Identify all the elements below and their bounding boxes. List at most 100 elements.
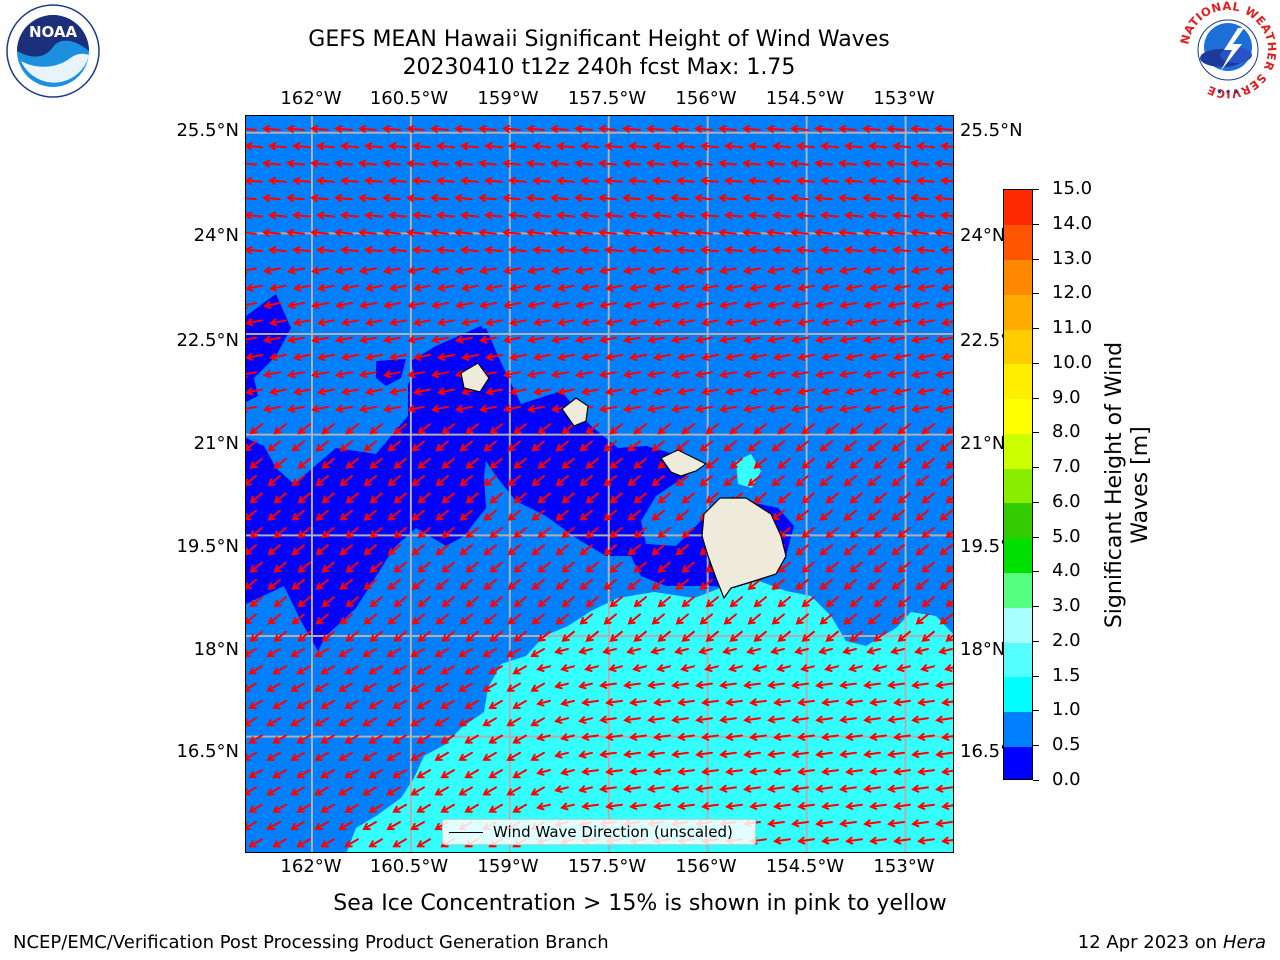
wind-arrow [362,717,377,727]
wind-arrow [844,211,863,220]
wind-arrow [479,335,497,344]
wind-arrow [719,681,737,689]
wind-arrow [584,664,599,672]
wind-arrow [388,246,407,255]
wind-arrow [677,283,695,292]
wind-arrow [386,821,401,831]
wind-arrow [767,370,785,379]
wind-arrow [777,561,791,573]
wind-arrow [675,544,689,556]
wind-arrow [393,630,407,642]
wind-arrow [527,335,545,344]
wind-arrow [537,457,551,469]
wind-arrow [263,335,281,344]
wind-arrow [891,578,905,591]
wind-arrow [940,246,953,255]
wind-arrow [863,784,881,793]
wind-arrow [796,246,815,255]
wind-arrow [386,717,401,727]
wind-arrow [771,578,785,591]
wind-arrow [509,283,527,292]
wind-arrow [701,767,719,776]
wind-arrow [749,767,767,776]
lat-tick-left: 16.5°N [176,741,239,762]
wind-arrow [941,387,953,396]
wind-arrow [676,142,695,151]
wind-arrow [263,370,281,379]
wind-arrow [603,475,617,487]
wind-arrow [897,423,911,435]
wind-arrow [417,423,431,435]
wind-arrow [863,335,881,344]
wind-arrow [651,509,665,521]
wind-arrow [794,646,809,655]
wind-arrow [249,561,263,573]
wind-arrow [747,475,761,487]
wind-arrow [724,176,743,185]
wind-arrow [287,301,305,309]
wind-arrow [296,699,311,709]
wind-arrow [441,492,455,504]
wind-arrow [413,318,431,327]
wind-arrow [839,404,857,413]
wind-arrow [728,664,743,672]
wind-arrow [268,176,287,185]
wind-arrow [825,492,839,504]
wind-arrow [406,194,425,203]
wind-arrow [526,228,545,237]
wind-arrow [825,561,839,573]
wind-arrow [629,802,647,810]
wind-arrow [345,492,359,504]
noaa-logo: NOAA [5,3,101,99]
wind-arrow [465,457,479,469]
wind-arrow [248,734,263,744]
wind-arrow [459,440,473,452]
wind-arrow [602,646,617,655]
wind-arrow [742,194,761,203]
wind-arrow [839,266,857,275]
wind-arrow [369,457,383,469]
wind-arrow [891,440,905,452]
wind-arrow [653,698,671,707]
wind-arrow [369,492,383,504]
wind-arrow [935,404,953,413]
wind-arrow [507,544,521,556]
wind-arrow [315,509,329,521]
wind-arrow [512,803,527,813]
wind-arrow [459,613,473,625]
wind-arrow [599,335,617,344]
wind-arrow [416,803,431,813]
wind-arrow [797,387,815,396]
wind-arrow [435,578,449,591]
wind-arrow [609,457,623,469]
wind-arrow [699,475,713,487]
wind-arrow [297,596,311,608]
wind-arrow [263,301,281,309]
wind-arrow [623,784,641,793]
wind-arrow [364,246,383,255]
wind-arrow [437,387,455,396]
wind-arrow [262,125,281,133]
wind-arrow [527,404,545,413]
wind-arrow [345,596,359,608]
wind-arrow [291,544,305,556]
colorbar-label: 9.0 [1052,386,1081,408]
wind-arrow [297,630,311,642]
wind-arrow [316,176,335,185]
wind-arrow [652,142,671,151]
wind-arrow [753,596,767,608]
wind-arrow [911,750,929,759]
wind-arrow [629,353,647,361]
wind-arrow [458,682,473,692]
island-niihau-kauai [460,362,490,393]
wind-arrow [869,802,887,810]
wind-arrow [795,578,809,591]
wind-arrow [560,802,575,811]
wind-arrow [605,318,623,327]
wind-arrow [701,318,719,327]
wind-arrow [389,387,407,396]
wind-arrow [916,246,935,255]
wind-arrow [464,665,479,675]
wind-arrow [269,283,287,292]
wind-arrow [297,492,311,504]
